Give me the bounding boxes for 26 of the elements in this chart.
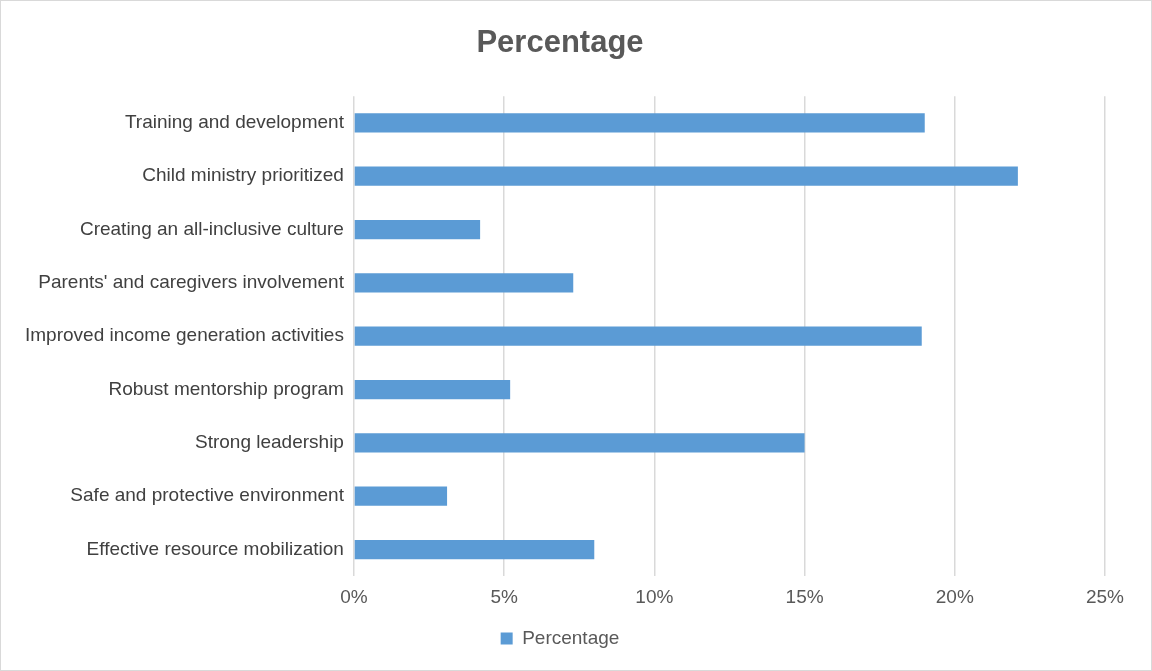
y-tick-label: Creating an all-inclusive culture (79, 217, 344, 239)
y-tick-label: Effective resource mobilization (86, 537, 344, 559)
bar (354, 539, 595, 560)
bar (354, 219, 481, 240)
bar (354, 273, 574, 293)
x-tick-label: 0% (340, 585, 368, 607)
y-tick-label: Training and development (124, 111, 345, 133)
x-tick-label: 10% (635, 585, 674, 607)
x-tick-label: 20% (935, 585, 974, 607)
legend-label: Percentage (522, 626, 620, 648)
y-tick-label: Improved income generation activities (25, 324, 344, 346)
x-tick-label: 15% (785, 585, 824, 607)
x-tick-label: 5% (490, 585, 518, 607)
y-tick-label: Robust mentorship program (108, 377, 344, 399)
bar (354, 166, 1018, 186)
bar (354, 326, 922, 346)
bar (354, 433, 805, 453)
bar (354, 486, 448, 506)
y-tick-label: Child ministry prioritized (142, 164, 344, 186)
y-tick-label: Strong leadership (195, 431, 344, 453)
x-tick-label: 25% (1085, 585, 1125, 607)
y-tick-label: Parents' and caregivers involvement (38, 271, 345, 293)
y-tick-label: Safe and protective environment (70, 484, 345, 506)
chart-title: Percentage (476, 24, 644, 60)
bar (354, 113, 925, 133)
bar (354, 379, 511, 400)
